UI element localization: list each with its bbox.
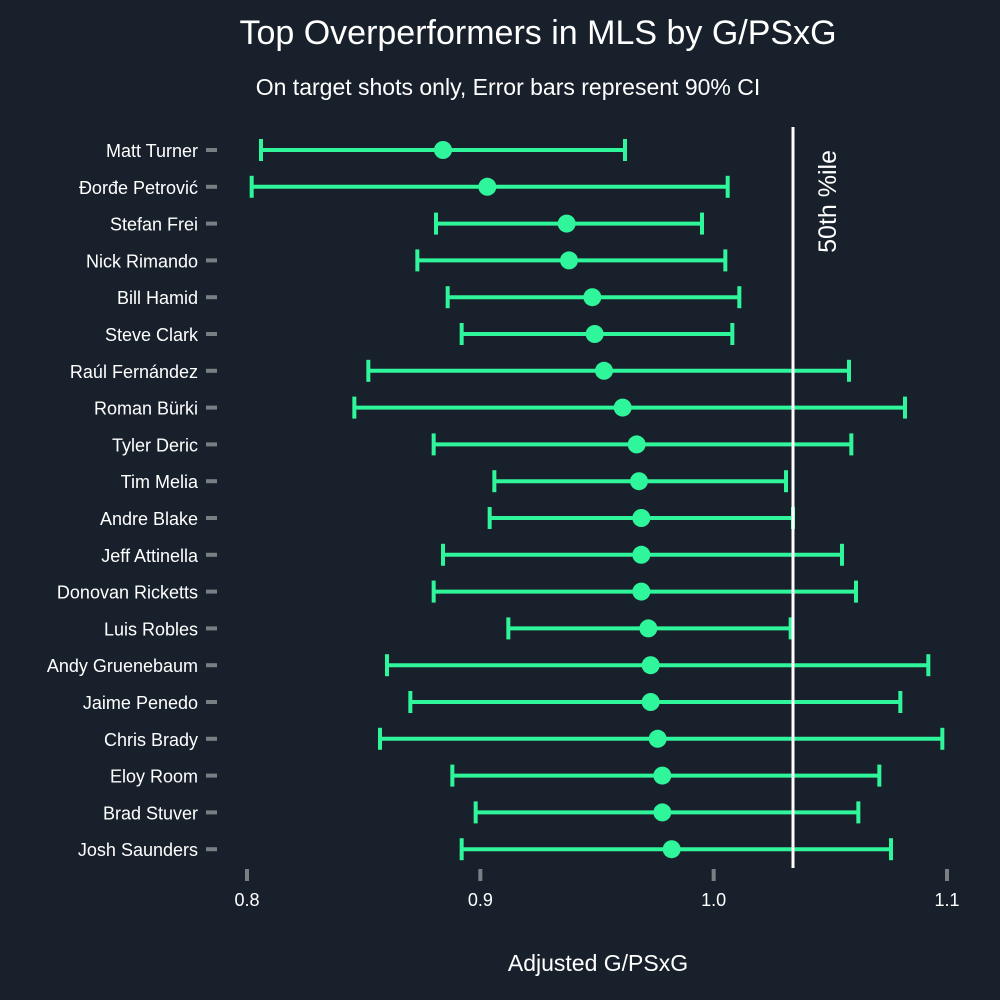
y-tick-label: Luis Robles (104, 619, 198, 639)
y-tick-label: Bill Hamid (117, 288, 198, 308)
data-point (630, 472, 648, 491)
y-tick-label: Andy Gruenebaum (47, 656, 198, 676)
reference-line-label: 50th %ile (814, 150, 842, 253)
y-tick-label: Roman Bürki (94, 399, 198, 419)
data-point (662, 840, 681, 859)
y-tick-label: Donovan Ricketts (57, 583, 198, 603)
y-tick-label: Josh Saunders (78, 840, 198, 860)
y-tick-label: Tim Melia (121, 472, 199, 492)
data-point (557, 214, 576, 233)
data-point (434, 141, 452, 159)
y-tick-label: Đorđe Petrović (79, 178, 198, 198)
data-point (595, 361, 613, 380)
y-tick-label: Raúl Fernández (70, 362, 198, 382)
data-point (641, 693, 660, 711)
data-point (641, 656, 660, 675)
x-tick-label: 0.9 (468, 890, 493, 910)
y-tick-label: Jaime Penedo (83, 693, 198, 713)
data-point (632, 509, 651, 527)
data-point (632, 582, 651, 601)
data-point (648, 729, 667, 748)
y-tick-label: Eloy Room (110, 767, 198, 787)
reference-line-group: 50th %ile (791, 127, 842, 868)
data-point (627, 435, 646, 454)
data-points (434, 141, 681, 859)
y-tick-label: Nick Rimando (86, 251, 198, 271)
x-axis: 0.8 0.9 1.0 1.1 (234, 869, 960, 910)
y-tick-label: Chris Brady (104, 730, 198, 750)
data-point (560, 251, 578, 270)
y-axis: Matt Turner Đorđe Petrović Stefan Frei Nick… (47, 141, 217, 860)
chart-subtitle: On target shots only, Error bars represe… (255, 74, 761, 100)
x-tick-label: 1.0 (701, 890, 726, 910)
data-point (639, 619, 658, 638)
y-tick-label: Matt Turner (106, 141, 198, 161)
y-tick-label: Stefan Frei (110, 215, 198, 235)
x-tick-label: 0.8 (234, 890, 259, 910)
chart-title: Top Overperformers in MLS by G/PSxG (239, 14, 837, 52)
y-tick-label: Steve Clark (105, 325, 199, 345)
y-tick-label: Jeff Attinella (101, 546, 199, 566)
data-point (478, 177, 497, 196)
y-tick-label: Andre Blake (100, 509, 198, 529)
x-tick-label: 1.1 (934, 890, 959, 910)
data-point (613, 398, 632, 417)
x-axis-title: Adjusted G/PSxG (508, 950, 688, 976)
data-point (653, 803, 672, 822)
data-point (585, 325, 604, 343)
y-tick-label: Brad Stuver (103, 803, 198, 823)
data-point (583, 288, 602, 307)
data-point (632, 545, 651, 564)
y-tick-label: Tyler Deric (112, 435, 198, 455)
data-point (653, 766, 672, 785)
